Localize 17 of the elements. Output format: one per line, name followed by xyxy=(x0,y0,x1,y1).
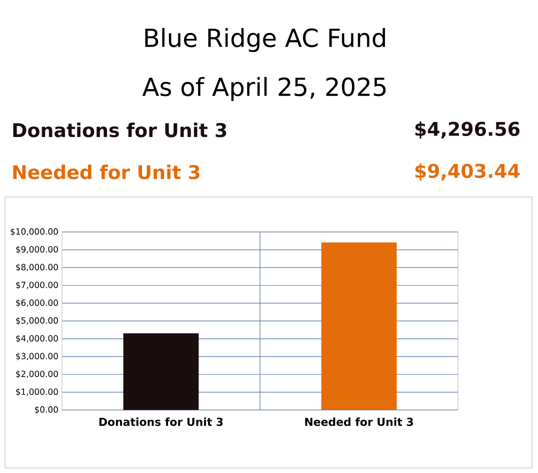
text: Needed for Unit 3 xyxy=(13,164,200,180)
y-tick-label: $4,000.00 xyxy=(16,334,58,343)
y-tick-label: $2,000.00 xyxy=(16,370,58,378)
y-tick-label: $5,000.00 xyxy=(16,317,58,325)
y-tick-label: $8,000.00 xyxy=(16,264,58,272)
chart-title: Blue Ridge AC Fund xyxy=(145,28,385,52)
text: $9,403.44 xyxy=(415,163,520,181)
y-tick-label: $0.00 xyxy=(34,406,58,414)
y-tick-label: $10,000.00 xyxy=(10,228,58,236)
text: Donations for Unit 3 xyxy=(13,122,226,138)
y-tick-label: $9,000.00 xyxy=(16,246,58,254)
y-tick-label: $6,000.00 xyxy=(16,299,58,308)
y-tick-label: $1,000.00 xyxy=(16,388,58,396)
y-tick-label: $7,000.00 xyxy=(16,282,58,290)
text: $4,296.56 xyxy=(415,121,520,139)
y-tick-label: $3,000.00 xyxy=(16,352,58,360)
chart-subtitle: As of April 25, 2025 xyxy=(142,76,386,102)
